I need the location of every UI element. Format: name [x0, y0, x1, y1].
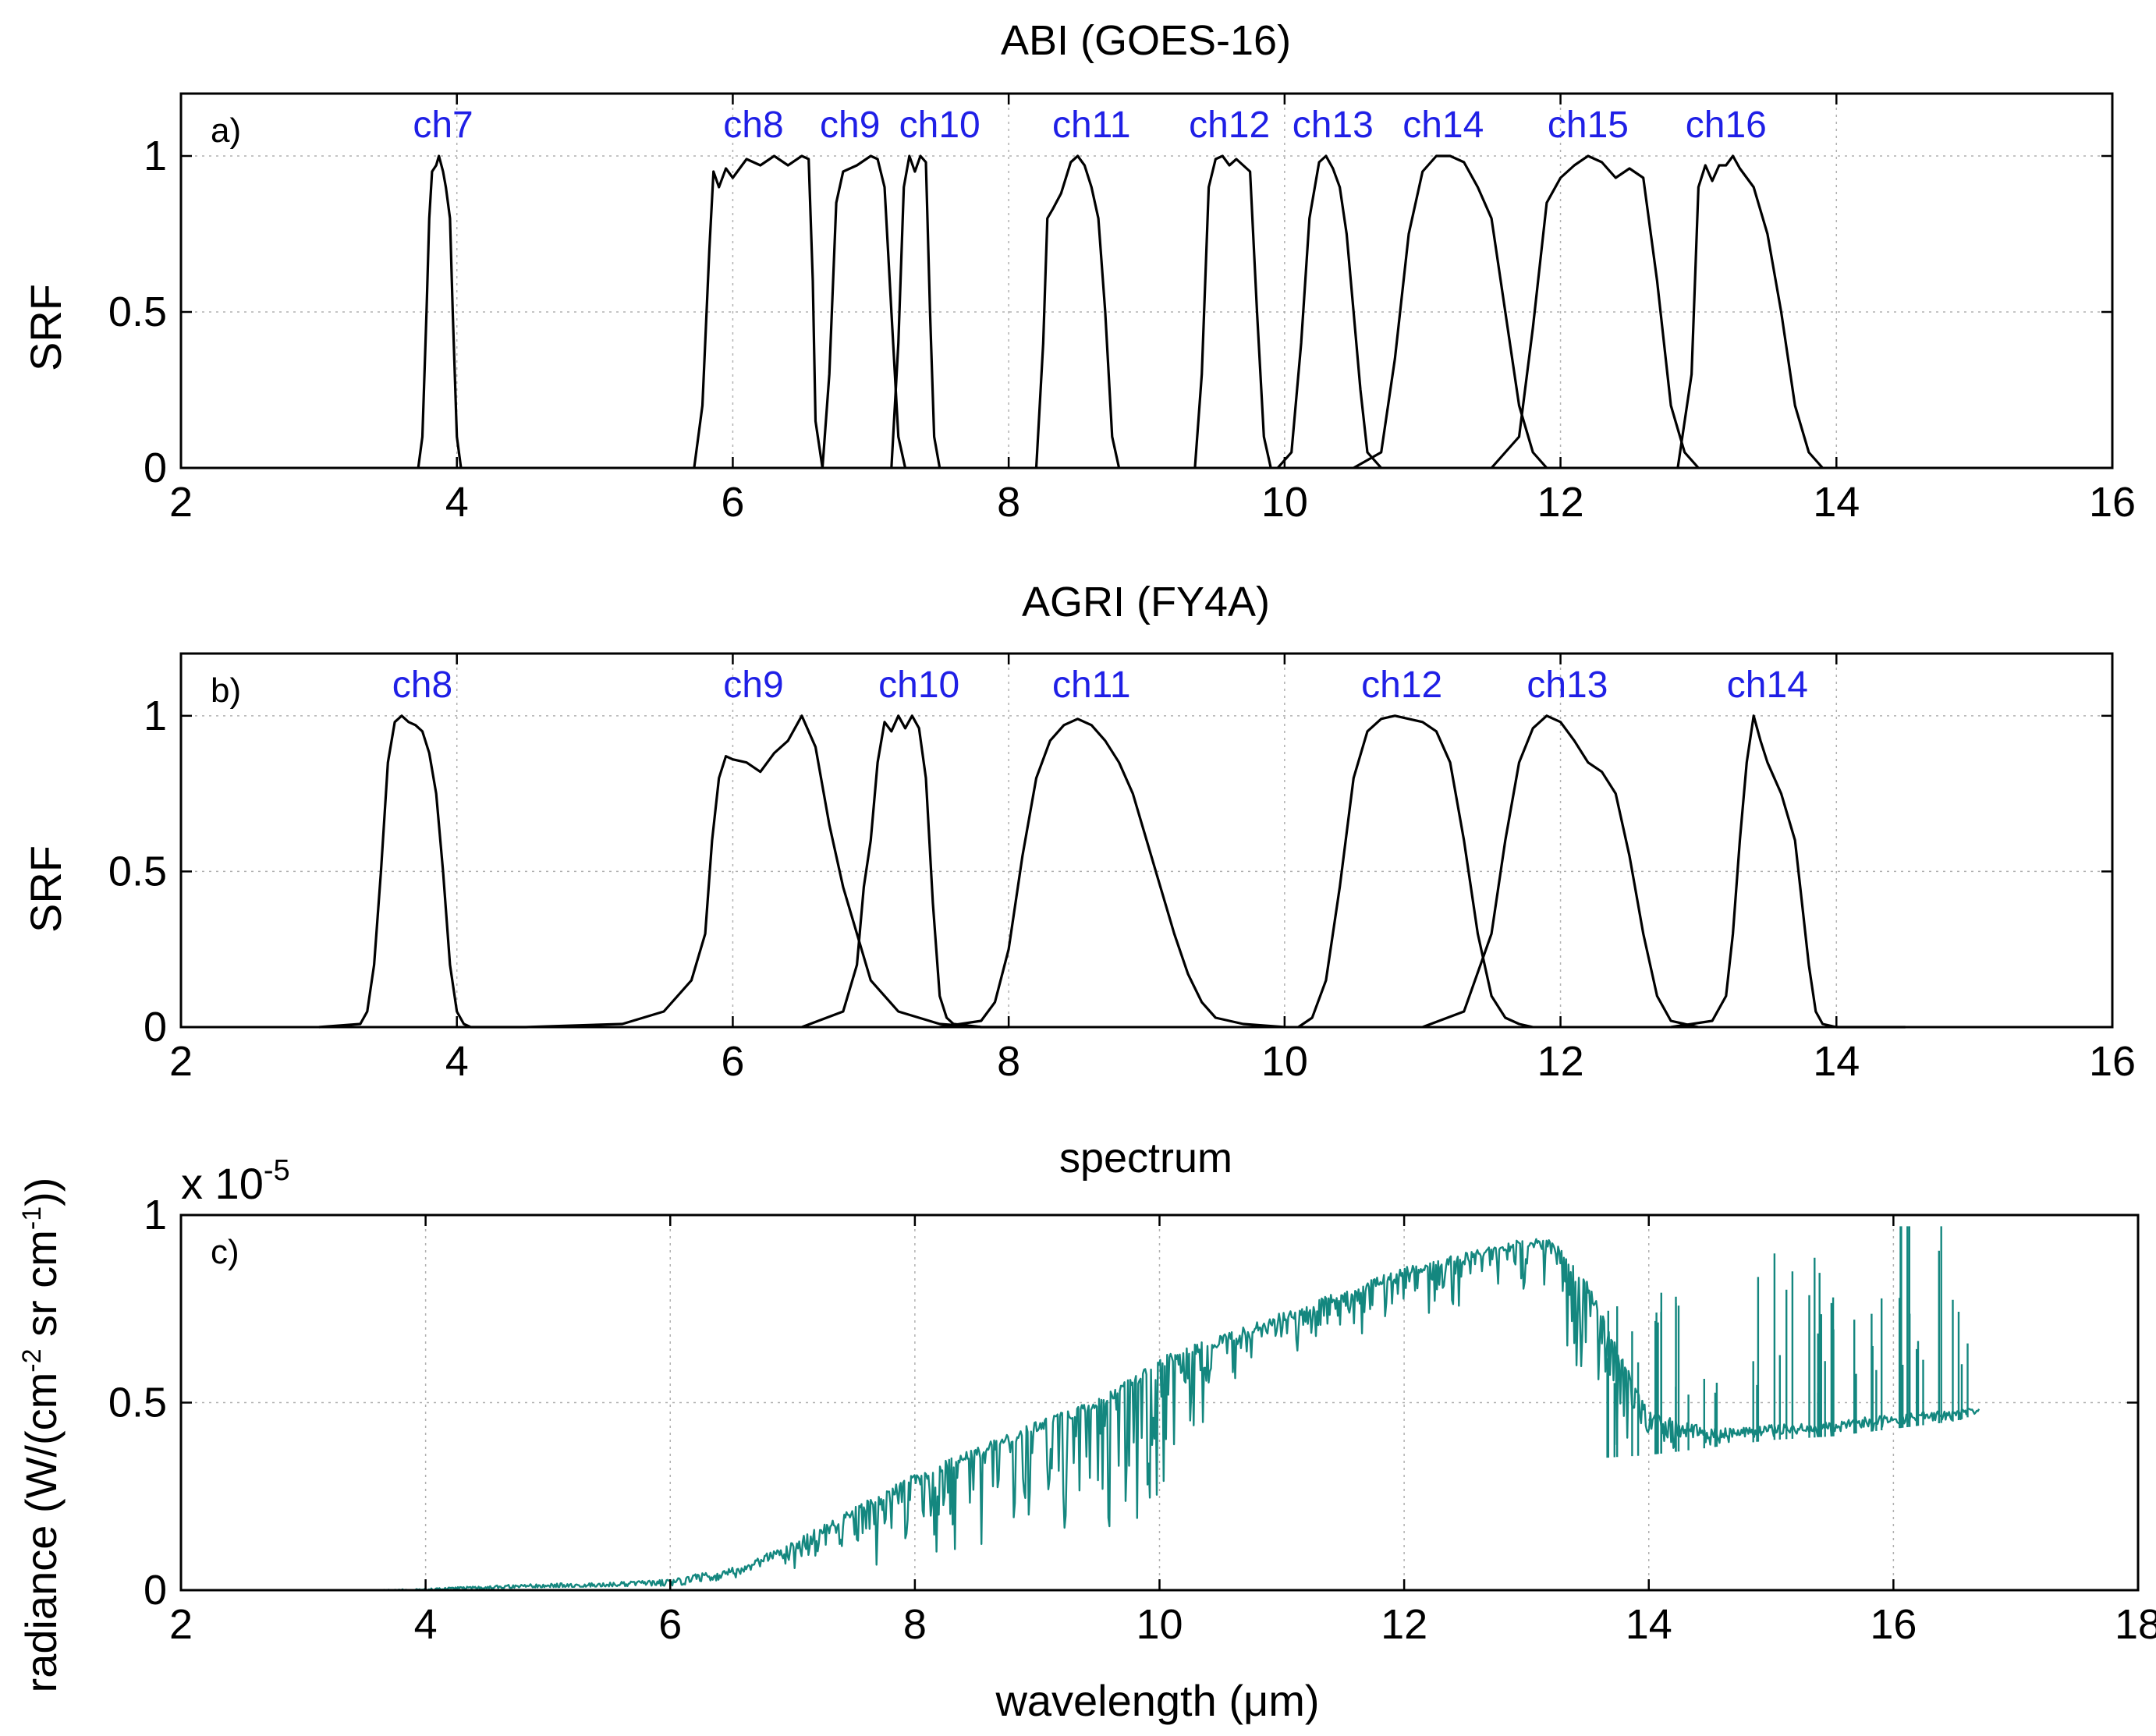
x-tick-label: 4 [445, 479, 469, 526]
x-tick-label: 6 [658, 1601, 682, 1648]
panel-label: a) [211, 112, 241, 150]
srf-curve-ch11 [1034, 154, 1121, 469]
x-tick-label: 6 [721, 479, 744, 526]
srf-curve-ch10 [890, 154, 941, 469]
channel-label-ch8: ch8 [723, 105, 783, 146]
srf-curve-ch16 [1676, 154, 1824, 469]
plot-frame [179, 92, 2114, 469]
channel-label-ch12: ch12 [1361, 664, 1442, 706]
y-tick-label: 1 [144, 693, 167, 739]
srf-curve-ch8 [693, 154, 824, 469]
panel-b-plot: ch8 ch9 ch10 ch11 ch12 ch13 ch14 2 4 6 8 10 12 14 16 0 0… [108, 652, 2136, 1085]
x-tick-label: 12 [1381, 1601, 1427, 1648]
y-tick-label: 1 [144, 1192, 167, 1238]
ylabel-part-2: sr cm [16, 1230, 66, 1348]
x-tick-label: 12 [1537, 479, 1584, 526]
panel-a-title: ABI (GOES-16) [1001, 17, 1291, 64]
x-tick-label: 6 [721, 1038, 744, 1085]
plot-frame [179, 652, 2114, 1029]
panel-c-title: spectrum [1059, 1135, 1232, 1182]
channel-label-ch14: ch14 [1727, 664, 1808, 706]
channel-label-ch13: ch13 [1293, 105, 1374, 146]
ylabel-sup-2: -1 [17, 1206, 47, 1230]
x-tick-label: 10 [1261, 479, 1308, 526]
channel-label-ch10: ch10 [899, 105, 980, 146]
x-tick-label: 14 [1626, 1601, 1672, 1648]
channel-label-ch9: ch9 [723, 664, 783, 706]
srf-curve-ch7 [417, 154, 463, 469]
channel-label-ch13: ch13 [1527, 664, 1608, 706]
x-tick-label: 12 [1537, 1038, 1584, 1085]
panel-a-plot: ch7 ch8 ch9 ch10 ch11 ch12 ch13 ch14 ch15 ch16 2 4 6… [108, 92, 2136, 526]
x-tick-label: 16 [2089, 479, 2136, 526]
channel-label-ch14: ch14 [1402, 105, 1484, 146]
panel-b-ylabel: SRF [21, 845, 70, 933]
channel-label-ch9: ch9 [820, 105, 880, 146]
panel-a-ylabel: SRF [21, 284, 70, 371]
x-tick-label: 4 [445, 1038, 469, 1085]
channel-label-ch11: ch11 [1052, 664, 1131, 706]
ylabel-part-3: )) [16, 1178, 66, 1206]
srf-curve-ch15 [1490, 154, 1700, 469]
y-tick-label: 0 [144, 445, 167, 491]
channel-label-ch10: ch10 [878, 664, 959, 706]
srf-curve-ch14 [1353, 154, 1548, 469]
x-tick-label: 8 [903, 1601, 927, 1648]
x-tick-label: 8 [997, 479, 1020, 526]
x-tick-label: 14 [1813, 1038, 1860, 1085]
srf-curve-ch10 [801, 714, 1009, 1029]
x-tick-label: 10 [1136, 1601, 1183, 1648]
exponent-base: x 10 [181, 1159, 264, 1208]
spectrum-trace [364, 1238, 1980, 1592]
y-tick-label: 0.5 [108, 1380, 167, 1426]
channel-label-ch7: ch7 [413, 105, 473, 146]
srf-curve-ch11 [939, 717, 1285, 1029]
srf-curve-ch9 [526, 714, 981, 1029]
x-tick-label: 18 [2115, 1601, 2156, 1648]
y-tick-label: 1 [144, 133, 167, 179]
x-tick-label: 16 [2089, 1038, 2136, 1085]
exponent-power: -5 [264, 1154, 290, 1187]
x-tick-label: 2 [169, 1038, 193, 1085]
ylabel-part-1: radiance (W/(cm [16, 1373, 66, 1693]
spectrum-emission-spikes [1606, 1226, 1969, 1458]
srf-curve-ch12 [1193, 154, 1272, 469]
srf-curve-ch13 [1422, 714, 1699, 1029]
y-tick-label: 0 [144, 1567, 167, 1614]
panel-c-ylabel: radiance (W/(cm-2 sr cm-1)) [16, 1178, 66, 1693]
x-tick-label: 8 [997, 1038, 1020, 1085]
srf-curve-ch8 [318, 714, 527, 1029]
x-tick-label: 10 [1261, 1038, 1308, 1085]
srf-curve-ch12 [1297, 714, 1534, 1029]
y-tick-label: 0.5 [108, 848, 167, 895]
channel-label-ch11: ch11 [1052, 105, 1131, 146]
channel-label-ch15: ch15 [1548, 105, 1629, 146]
x-tick-label: 2 [169, 479, 193, 526]
panel-c-xlabel: wavelength (μm) [995, 1676, 1319, 1725]
channel-label-ch12: ch12 [1189, 105, 1270, 146]
panel-b-title: AGRI (FY4A) [1022, 579, 1270, 625]
srf-curve-ch9 [821, 154, 907, 469]
srf-curve-ch14 [1670, 714, 1906, 1029]
panel-label: c) [211, 1233, 239, 1271]
y-tick-label: 0.5 [108, 289, 167, 335]
x-tick-label: 16 [1870, 1601, 1917, 1648]
panel-c-plot: 2 4 6 8 10 12 14 16 18 0 0.5 1 c) [108, 1192, 2156, 1648]
ylabel-sup-1: -2 [17, 1348, 47, 1372]
srf-curve-ch13 [1276, 154, 1382, 469]
x-tick-label: 2 [169, 1601, 193, 1648]
channel-label-ch16: ch16 [1686, 105, 1767, 146]
x-tick-label: 4 [414, 1601, 438, 1648]
y-tick-label: 0 [144, 1004, 167, 1050]
panel-c-exponent: x 10-5 [181, 1154, 290, 1208]
panel-label: b) [211, 671, 241, 710]
x-tick-label: 14 [1813, 479, 1860, 526]
channel-label-ch8: ch8 [392, 664, 452, 706]
